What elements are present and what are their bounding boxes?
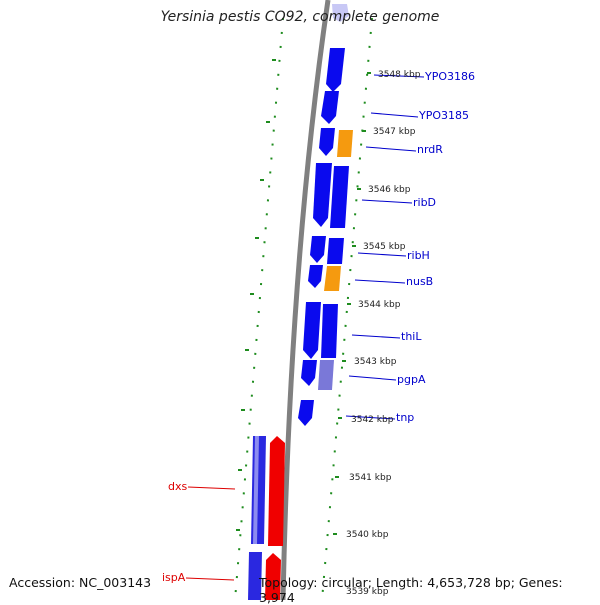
kbp-labels: 3548 kbp 3547 kbp 3546 kbp 3545 kbp 3544… <box>346 70 421 597</box>
gene-arrows <box>248 4 353 600</box>
accession-text: Accession: NC_003143 <box>9 575 152 590</box>
gene-arrow-pgpA-left[interactable] <box>301 360 317 386</box>
gene-label-connectors <box>185 74 425 581</box>
kbp-label: 3544 kbp <box>358 300 401 310</box>
kbp-label: 3542 kbp <box>351 415 394 425</box>
gene-arrow-nusB-left[interactable] <box>308 265 323 288</box>
gene-label-tnp[interactable]: tnp <box>396 411 414 424</box>
gene-label-thiL[interactable]: thiL <box>401 330 422 343</box>
kbp-label: 3539 kbp <box>346 587 389 597</box>
kbp-label: 3548 kbp <box>378 70 421 80</box>
gene-arrow-ribD[interactable] <box>330 166 349 228</box>
gene-arrow-ribD-left[interactable] <box>313 163 332 227</box>
gene-label-dxs[interactable]: dxs <box>168 480 187 493</box>
gene-label-pgpA[interactable]: pgpA <box>397 373 426 386</box>
kbp-label: 3547 kbp <box>373 127 416 137</box>
gene-arrow-top-pale[interactable] <box>332 4 349 22</box>
kbp-label: 3540 kbp <box>346 530 389 540</box>
gene-arrow-dxs-blue-stripe <box>253 436 259 544</box>
left-track-ticks <box>236 59 276 531</box>
gene-labels: YPO3186 YPO3185 nrdR ribD ribH nusB thiL… <box>162 70 475 584</box>
gene-label-YPO3185[interactable]: YPO3185 <box>418 109 469 122</box>
gene-arrow-nrdR[interactable] <box>337 130 353 157</box>
kbp-label: 3546 kbp <box>368 185 411 195</box>
gene-label-nrdR[interactable]: nrdR <box>417 143 443 156</box>
gene-arrow-ispA[interactable] <box>265 553 281 600</box>
gene-arrow-pgpA[interactable] <box>318 360 334 390</box>
gene-label-ribD[interactable]: ribD <box>413 196 436 209</box>
gene-label-ribH[interactable]: ribH <box>407 249 430 262</box>
map-title: Yersinia pestis CO92, complete genome <box>160 9 440 25</box>
gene-arrow-thiL-left[interactable] <box>303 302 321 359</box>
gene-arrow-thiL[interactable] <box>321 304 338 358</box>
gene-arrow-YPO3186[interactable] <box>326 48 345 92</box>
gene-arrow-YPO3185[interactable] <box>321 91 339 124</box>
genome-summary-text: Topology: circular; Length: 4,653,728 bp… <box>259 575 563 605</box>
gene-label-ispA[interactable]: ispA <box>162 571 186 584</box>
kbp-label: 3545 kbp <box>363 242 406 252</box>
gene-arrow-tnp[interactable] <box>298 400 314 426</box>
gene-arrow-dxs[interactable] <box>268 436 285 546</box>
kbp-label: 3541 kbp <box>349 473 392 483</box>
gene-label-nusB[interactable]: nusB <box>406 275 433 288</box>
gene-arrow-ribH[interactable] <box>327 238 344 264</box>
genome-backbone <box>280 0 331 600</box>
gene-arrow-nusB[interactable] <box>324 266 341 291</box>
gene-arrow-nrdR-left[interactable] <box>319 128 335 156</box>
right-track-ticks <box>333 72 371 535</box>
gene-arrow-ribH-left[interactable] <box>310 236 326 263</box>
gene-arrow-ispA-blue[interactable] <box>248 552 262 600</box>
gene-label-YPO3186[interactable]: YPO3186 <box>424 70 475 83</box>
kbp-label: 3543 kbp <box>354 357 397 367</box>
